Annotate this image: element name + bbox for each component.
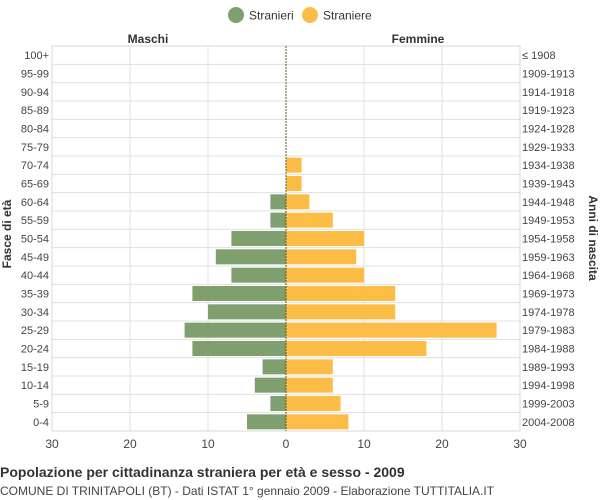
birth-year-label: 1939-1943 bbox=[522, 179, 575, 191]
female-bar bbox=[286, 340, 427, 357]
legend-label: Stranieri bbox=[249, 9, 294, 23]
x-tick-labels: 30 20 10 0 10 20 30 bbox=[45, 437, 527, 451]
birth-year-label: 1994-1998 bbox=[522, 380, 575, 392]
birth-year-label: 1944-1948 bbox=[522, 197, 575, 209]
male-bar bbox=[184, 322, 286, 338]
legend-swatch bbox=[302, 7, 318, 23]
male-bar bbox=[192, 285, 286, 302]
x-tick-label: 10 bbox=[201, 437, 215, 451]
birth-year-label: ≤ 1908 bbox=[522, 50, 556, 62]
age-group-label: 25-29 bbox=[21, 325, 49, 337]
female-bar bbox=[286, 414, 349, 430]
female-bar bbox=[286, 194, 310, 210]
female-bar bbox=[286, 249, 357, 265]
age-group-label: 10-14 bbox=[21, 380, 49, 392]
male-bar bbox=[262, 359, 286, 375]
age-group-label: 0-4 bbox=[33, 417, 49, 429]
chart-subtitle: COMUNE DI TRINITAPOLI (BT) - Dati ISTAT … bbox=[0, 484, 495, 498]
birth-year-label: 1949-1953 bbox=[522, 215, 575, 227]
male-bar bbox=[215, 249, 286, 265]
age-group-label: 90-94 bbox=[21, 87, 49, 99]
legend: Stranieri Straniere bbox=[228, 7, 372, 23]
age-group-label: 65-69 bbox=[21, 179, 49, 191]
female-bar bbox=[286, 230, 364, 247]
male-bar bbox=[231, 230, 286, 247]
age-group-label: 30-34 bbox=[21, 307, 49, 319]
birth-year-label: 1934-1938 bbox=[522, 160, 575, 172]
x-tick-label: 20 bbox=[435, 437, 449, 451]
male-bar bbox=[247, 414, 286, 430]
age-group-label: 95-99 bbox=[21, 69, 49, 81]
legend-label: Straniere bbox=[323, 9, 372, 23]
birth-year-label: 1919-1923 bbox=[522, 105, 575, 117]
age-group-label: 20-24 bbox=[21, 344, 49, 356]
age-group-label: 15-19 bbox=[21, 362, 49, 374]
female-bar bbox=[286, 267, 364, 283]
female-bar bbox=[286, 304, 396, 320]
x-tick-label: 20 bbox=[123, 437, 137, 451]
age-group-label: 40-44 bbox=[21, 270, 49, 282]
birth-year-label: 1979-1983 bbox=[522, 325, 575, 337]
birth-year-label: 1984-1988 bbox=[522, 344, 575, 356]
birth-year-labels: ≤ 1908 1909-1913 1914-1918 1919-1923 1924-19… bbox=[522, 50, 575, 429]
x-tick-label: 30 bbox=[513, 437, 527, 451]
birth-year-label: 1914-1918 bbox=[522, 87, 575, 99]
males-side-label: Maschi bbox=[128, 32, 169, 46]
age-group-label: 35-39 bbox=[21, 289, 49, 301]
birth-year-label: 2004-2008 bbox=[522, 417, 575, 429]
age-group-label: 85-89 bbox=[21, 105, 49, 117]
birth-year-label: 1974-1978 bbox=[522, 307, 575, 319]
male-bar bbox=[270, 212, 286, 228]
male-bar bbox=[192, 340, 286, 357]
male-bar bbox=[270, 395, 286, 412]
female-bar bbox=[286, 359, 333, 375]
birth-year-label: 1964-1968 bbox=[522, 270, 575, 282]
female-bar bbox=[286, 175, 302, 192]
age-group-label: 80-84 bbox=[21, 124, 49, 136]
female-bar bbox=[286, 285, 396, 302]
age-group-label: 45-49 bbox=[21, 252, 49, 264]
chart-title: Popolazione per cittadinanza straniera p… bbox=[0, 464, 405, 480]
age-group-label: 60-64 bbox=[21, 197, 49, 209]
x-tick-label: 0 bbox=[283, 437, 290, 451]
male-bar bbox=[270, 194, 286, 210]
female-bar bbox=[286, 212, 333, 228]
male-bar bbox=[254, 377, 286, 393]
female-bar bbox=[286, 395, 341, 412]
birth-year-label: 1954-1958 bbox=[522, 234, 575, 246]
birth-year-label: 1959-1963 bbox=[522, 252, 575, 264]
y-axis-title-right: Anni di nascita bbox=[586, 195, 600, 281]
male-bar bbox=[231, 267, 286, 283]
female-bar bbox=[286, 157, 302, 173]
age-group-label: 75-79 bbox=[21, 142, 49, 154]
birth-year-label: 1989-1993 bbox=[522, 362, 575, 374]
birth-year-label: 1929-1933 bbox=[522, 142, 575, 154]
male-bar bbox=[208, 304, 286, 320]
age-group-label: 70-74 bbox=[21, 160, 49, 172]
age-group-label: 55-59 bbox=[21, 215, 49, 227]
age-group-label: 100+ bbox=[24, 50, 49, 62]
age-group-label: 50-54 bbox=[21, 234, 49, 246]
birth-year-label: 1969-1973 bbox=[522, 289, 575, 301]
birth-year-label: 1924-1928 bbox=[522, 124, 575, 136]
female-bar bbox=[286, 322, 497, 338]
females-side-label: Femmine bbox=[392, 32, 445, 46]
age-group-label: 5-9 bbox=[33, 399, 49, 411]
x-tick-label: 10 bbox=[357, 437, 371, 451]
birth-year-label: 1909-1913 bbox=[522, 69, 575, 81]
y-axis-title-left: Fasce di età bbox=[0, 199, 14, 268]
legend-swatch bbox=[228, 7, 244, 23]
x-tick-label: 30 bbox=[45, 437, 59, 451]
bars bbox=[184, 157, 497, 430]
birth-year-label: 1999-2003 bbox=[522, 399, 575, 411]
age-group-labels: 100+ 95-99 90-94 85-89 80-84 75-79 70-74 65-69 6… bbox=[21, 50, 49, 429]
female-bar bbox=[286, 377, 333, 393]
